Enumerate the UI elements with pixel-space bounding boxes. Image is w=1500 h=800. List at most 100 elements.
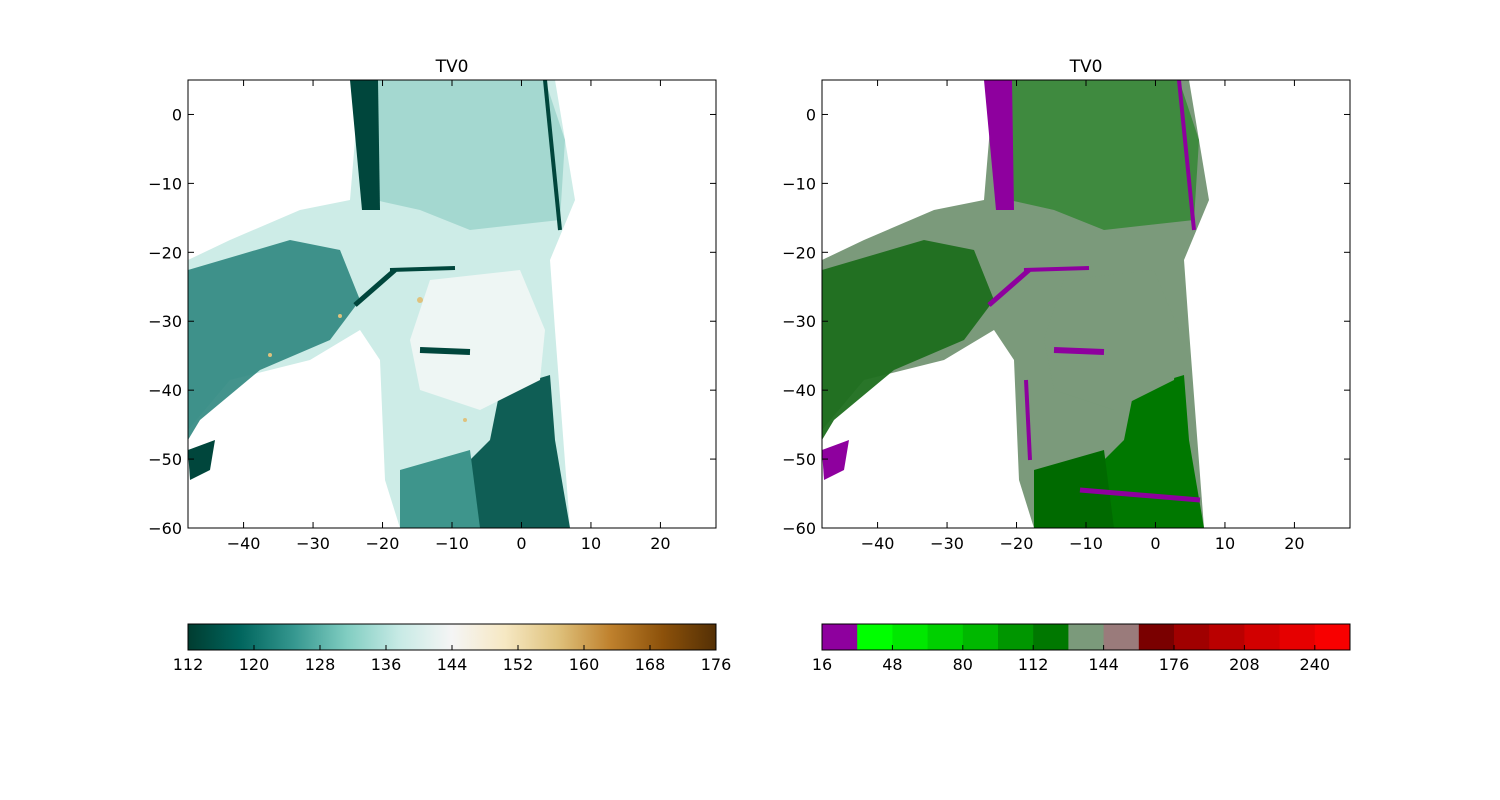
right-y-tick-label: −50 [782, 450, 816, 469]
right-x-ticks: −40 −30 −20 −10 0 10 20 [861, 80, 1305, 553]
left-colorbar-tick-label: 176 [701, 655, 732, 674]
right-colorbar-frame [821, 623, 1351, 651]
right-colorbar-swatch [998, 624, 1034, 650]
right-ray-2 [1023, 266, 1090, 272]
right-x-tick-label: 20 [1284, 534, 1304, 553]
left-colorbar-tick-label: 128 [305, 655, 336, 674]
left-x-tick-label: −20 [366, 534, 400, 553]
right-core [1044, 270, 1179, 410]
right-y-ticks: 0 −10 −20 −30 −40 −50 −60 [782, 105, 1350, 538]
right-panel: TV0 −40 −30 −20 −10 0 10 20 0 −10 −20 −30 −40 −50 −6… [782, 57, 1351, 674]
left-dark-strip [350, 80, 380, 210]
left-colorbar-tick-label: 136 [371, 655, 402, 674]
right-colorbar-swatch [1033, 624, 1069, 650]
right-magenta-strip [984, 80, 1014, 210]
right-colorbar [822, 624, 1351, 650]
left-x-ticks: −40 −30 −20 −10 0 10 20 [227, 80, 671, 553]
left-y-tick-label: −20 [148, 243, 182, 262]
left-colorbar-tick-label: 112 [173, 655, 204, 674]
left-light-core [410, 270, 545, 410]
right-colorbar-swatch [892, 624, 929, 650]
right-colorbar-swatch [1244, 624, 1281, 650]
right-title: TV0 [1069, 57, 1103, 77]
left-colorbar-ticks: 112 120 128 136 144 152 160 168 176 [173, 645, 732, 674]
left-hot-1 [417, 297, 423, 303]
left-y-ticks: 0 −10 −20 −30 −40 −50 −60 [148, 105, 716, 538]
left-lower-dark [470, 375, 570, 528]
left-x-tick-label: −30 [296, 534, 330, 553]
right-swath-upper [999, 80, 1199, 230]
left-x-tick-label: 10 [581, 534, 601, 553]
left-colorbar-tick-label: 160 [569, 655, 600, 674]
right-colorbar-tick-label: 176 [1159, 655, 1190, 674]
right-x-tick-label: −40 [861, 534, 895, 553]
left-colorbar-tick-label: 144 [437, 655, 468, 674]
right-edge-line [1177, 80, 1196, 231]
left-x-tick-label: 0 [516, 534, 526, 553]
right-colorbar-tick-label: 208 [1229, 655, 1260, 674]
left-panel: TV0 −40 −30 −20 −10 0 10 20 0 −10 −20 −30 −40 −50 −6… [148, 57, 731, 674]
right-colorbar-swatch [822, 624, 858, 650]
left-swath-upper [365, 80, 565, 230]
right-colorbar-swatch [1209, 624, 1245, 650]
left-y-tick-label: −60 [148, 519, 182, 538]
right-radar-field [822, 80, 1350, 528]
right-colorbar-tick-label: 48 [882, 655, 902, 674]
right-colorbar-swatch [1314, 624, 1351, 650]
left-hot-4 [463, 418, 467, 422]
right-x-tick-label: −10 [1069, 534, 1103, 553]
left-radar-field [188, 80, 716, 528]
right-colorbar-swatch [962, 624, 999, 650]
left-lower-mid [400, 450, 480, 528]
right-colorbar-swatch [1138, 624, 1175, 650]
right-bottom-strip [1079, 487, 1201, 503]
left-x-tick-label: 20 [650, 534, 670, 553]
right-colorbar-swatch [1103, 624, 1140, 650]
right-colorbar-tick-label: 240 [1300, 655, 1331, 674]
right-colorbar-swatch [857, 624, 893, 650]
left-colorbar-tick-label: 152 [503, 655, 534, 674]
left-y-tick-label: −30 [148, 312, 182, 331]
right-lower-mid [1034, 450, 1114, 528]
left-x-tick-label: −10 [435, 534, 469, 553]
right-colorbar-tick-label: 144 [1088, 655, 1119, 674]
left-y-tick-label: −40 [148, 381, 182, 400]
left-ray-2 [389, 266, 456, 272]
left-hot-3 [268, 353, 272, 357]
right-colorbar-swatch [1068, 624, 1105, 650]
right-x-tick-label: −20 [1000, 534, 1034, 553]
right-colorbar-ticks: 16 48 80 112 144 176 208 240 [812, 645, 1330, 674]
left-arm-edge [188, 440, 215, 480]
right-y-tick-label: −10 [782, 174, 816, 193]
left-title: TV0 [435, 57, 469, 77]
right-ray [987, 268, 1031, 307]
right-x-tick-label: 10 [1215, 534, 1235, 553]
right-y-tick-label: −60 [782, 519, 816, 538]
right-left-strip [1024, 379, 1032, 461]
right-y-tick-label: −40 [782, 381, 816, 400]
right-ray-3 [1053, 347, 1105, 355]
left-colorbar-tick-label: 168 [635, 655, 666, 674]
right-x-tick-label: −30 [930, 534, 964, 553]
right-arm-edge [822, 440, 849, 480]
right-x-tick-label: 0 [1150, 534, 1160, 553]
right-colorbar-swatch [1174, 624, 1210, 650]
right-colorbar-swatch [927, 624, 964, 650]
left-hot-2 [338, 314, 342, 318]
left-edge-line [543, 80, 562, 231]
left-arm [188, 240, 360, 440]
right-lower-green [1104, 375, 1204, 528]
right-colorbar-swatch [1279, 624, 1316, 650]
left-x-tick-label: −40 [227, 534, 261, 553]
right-colorbar-tick-label: 80 [953, 655, 973, 674]
right-colorbar-tick-label: 112 [1018, 655, 1049, 674]
right-arm [822, 240, 994, 440]
right-y-tick-label: −20 [782, 243, 816, 262]
left-y-tick-label: −50 [148, 450, 182, 469]
left-colorbar-tick-label: 120 [239, 655, 270, 674]
left-y-tick-label: −10 [148, 174, 182, 193]
right-y-tick-label: 0 [806, 105, 816, 124]
left-ray-3 [419, 347, 471, 355]
right-colorbar-tick-label: 16 [812, 655, 832, 674]
